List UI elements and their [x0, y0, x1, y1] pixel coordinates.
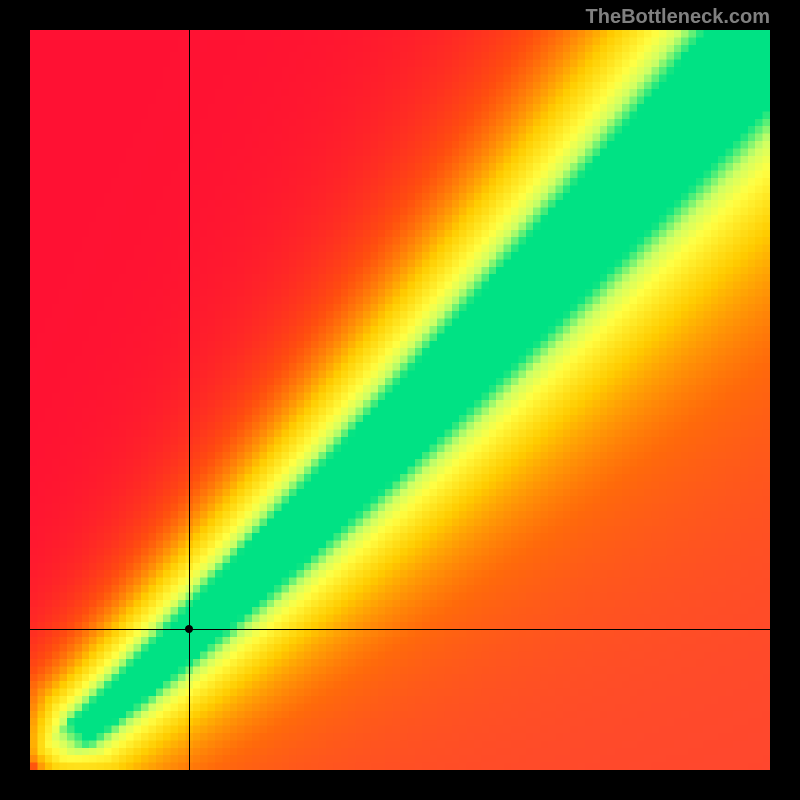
crosshair-horizontal	[30, 629, 770, 630]
marker-dot	[185, 625, 193, 633]
crosshair-vertical	[189, 30, 190, 770]
watermark-text: TheBottleneck.com	[586, 6, 770, 29]
plot-area	[30, 30, 770, 770]
heatmap-canvas	[30, 30, 770, 770]
